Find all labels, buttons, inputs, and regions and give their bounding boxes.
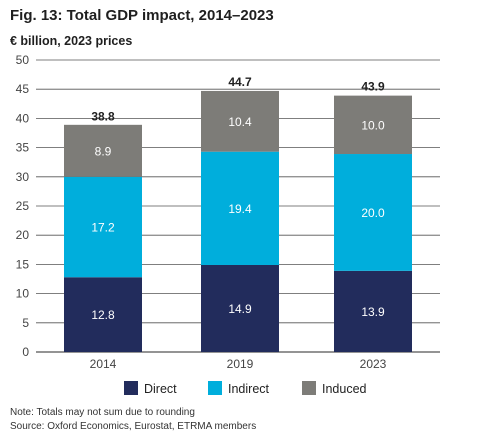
total-label-2014: 38.8 (91, 109, 115, 123)
bar-indirect-2019 (201, 151, 279, 265)
bar-direct-2023 (334, 270, 412, 352)
y-tick-label: 25 (16, 199, 30, 213)
bar-direct-2014 (64, 277, 142, 352)
chart-note: Note: Totals may not sum due to rounding (10, 407, 195, 418)
total-label-2019: 44.7 (228, 75, 252, 89)
data-label-direct-2019: 14.9 (228, 302, 252, 316)
chart-subtitle: € billion, 2023 prices (10, 34, 133, 48)
x-tick-label: 2023 (360, 357, 387, 371)
legend-label-direct: Direct (144, 382, 177, 396)
y-tick-label: 40 (16, 111, 30, 125)
bar-indirect-2014 (64, 176, 142, 278)
legend-label-induced: Induced (322, 382, 367, 396)
chart-source: Source: Oxford Economics, Eurostat, ETRM… (10, 421, 257, 432)
legend-label-indirect: Indirect (228, 382, 270, 396)
bar-induced-2019 (201, 90, 279, 152)
chart-title: Fig. 13: Total GDP impact, 2014–2023 (10, 7, 274, 24)
y-tick-label: 20 (16, 228, 30, 242)
bar-direct-2019 (201, 264, 279, 352)
data-label-induced-2014: 8.9 (95, 144, 112, 158)
data-label-direct-2023: 13.9 (361, 305, 385, 319)
legend-swatch-direct (124, 381, 138, 395)
data-label-induced-2023: 10.0 (361, 118, 385, 132)
data-label-induced-2019: 10.4 (228, 115, 252, 129)
data-label-direct-2014: 12.8 (91, 308, 115, 322)
y-tick-label: 5 (22, 316, 29, 330)
bar-induced-2023 (334, 95, 412, 155)
y-tick-label: 0 (22, 345, 29, 359)
legend-swatch-induced (302, 381, 316, 395)
y-tick-label: 50 (16, 53, 30, 67)
y-tick-label: 10 (16, 287, 30, 301)
y-tick-label: 15 (16, 257, 30, 271)
legend-swatch-indirect (208, 381, 222, 395)
total-label-2023: 43.9 (361, 80, 385, 94)
data-label-indirect-2023: 20.0 (361, 206, 385, 220)
data-label-indirect-2014: 17.2 (91, 221, 115, 235)
y-tick-label: 35 (16, 141, 30, 155)
y-tick-label: 30 (16, 170, 30, 184)
y-tick-label: 45 (16, 82, 30, 96)
x-tick-label: 2019 (227, 357, 254, 371)
bar-indirect-2023 (334, 154, 412, 271)
bar-induced-2014 (64, 124, 142, 177)
x-tick-label: 2014 (90, 357, 117, 371)
data-label-indirect-2019: 19.4 (228, 202, 252, 216)
